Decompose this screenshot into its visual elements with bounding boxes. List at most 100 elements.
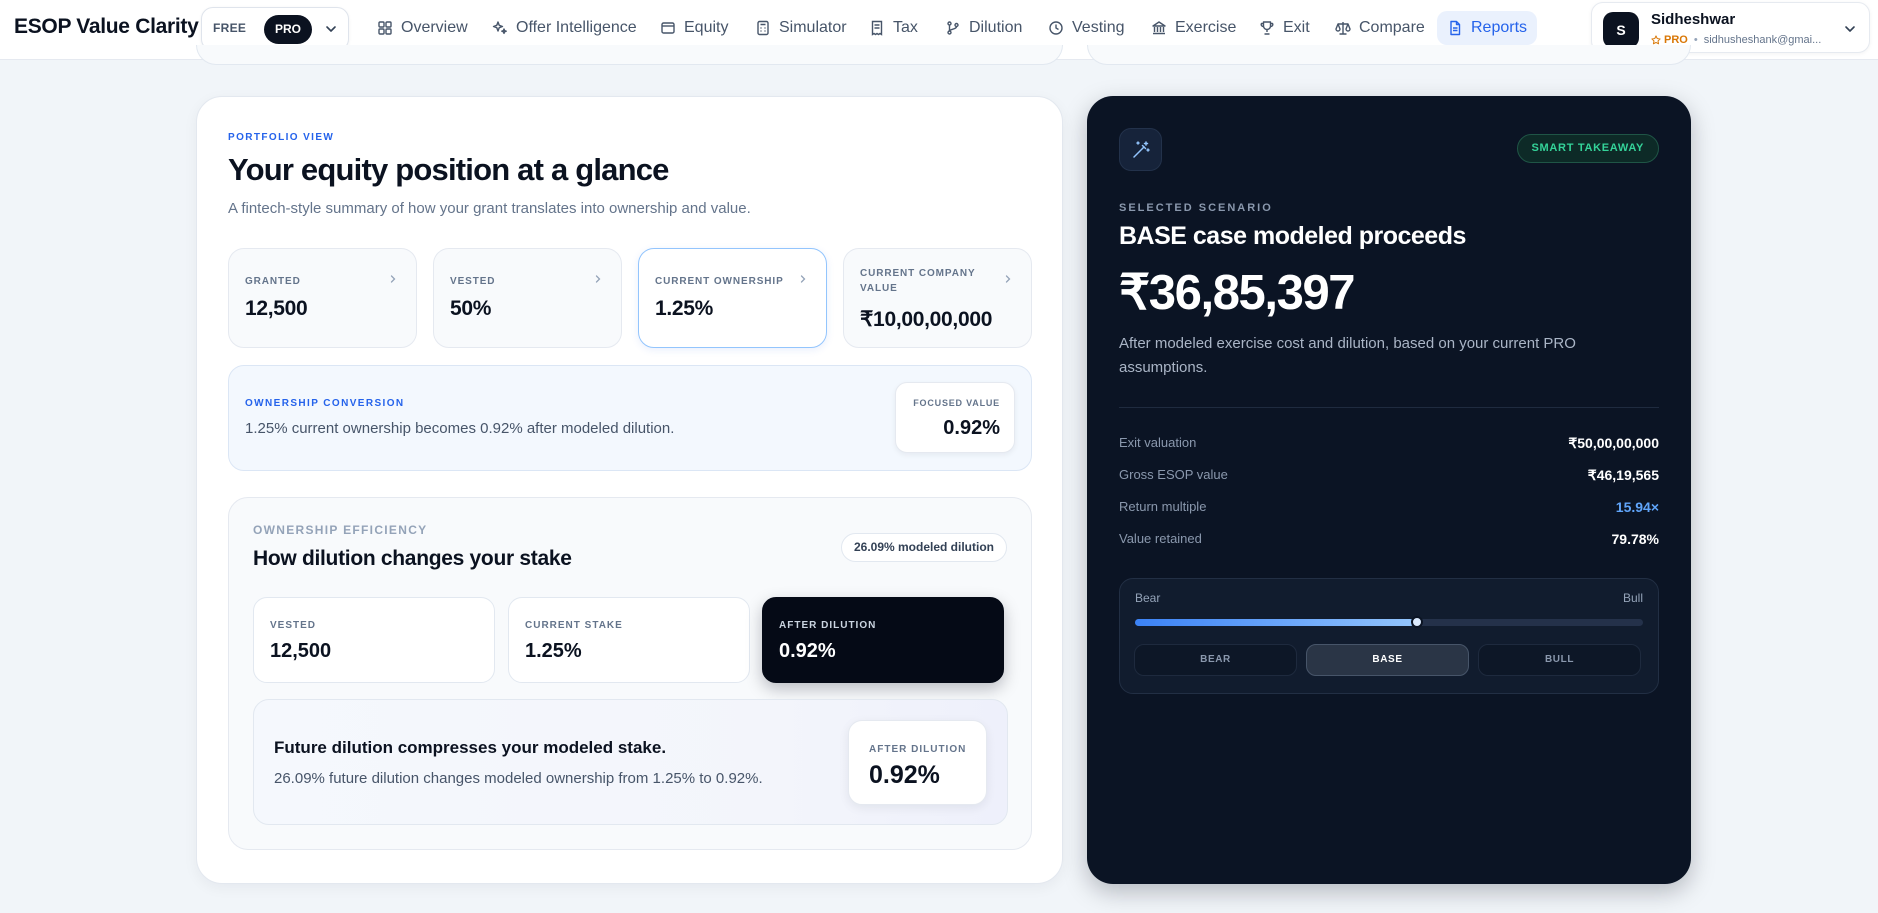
nav-tax[interactable]: Tax — [859, 11, 928, 45]
nav-offer-intelligence[interactable]: Offer Intelligence — [482, 11, 647, 45]
nav-label: Exercise — [1175, 19, 1237, 36]
metric-value-retained: Value retained 79.78% — [1119, 531, 1659, 549]
previous-section-edge — [1087, 45, 1691, 65]
stat-label: CURRENT COMPANY VALUE — [860, 268, 976, 294]
scenario-bull-button[interactable]: BULL — [1478, 644, 1641, 676]
mini-value: 0.92% — [779, 640, 836, 662]
vested-card: VESTED 12,500 — [253, 597, 495, 683]
mini-value: 1.25% — [525, 640, 582, 662]
stat-card-current-ownership[interactable]: CURRENT OWNERSHIP 1.25% — [638, 248, 827, 348]
trophy-icon — [1260, 21, 1274, 35]
dilution-badge: 26.09% modeled dilution — [840, 533, 1007, 562]
previous-section-edge — [196, 45, 1063, 65]
focused-value: 0.92% — [943, 417, 1000, 439]
nav-vesting[interactable]: Vesting — [1038, 11, 1134, 45]
nav-label: Reports — [1471, 19, 1528, 36]
nav-label: Exit — [1283, 19, 1310, 36]
nav-simulator[interactable]: Simulator — [745, 11, 857, 45]
current-stake-card: CURRENT STAKE 1.25% — [508, 597, 750, 683]
scenario-selector: Bear Bull BEAR BASE BULL — [1119, 578, 1659, 694]
nav-label: Vesting — [1072, 19, 1125, 36]
focused-value-label: FOCUSED VALUE — [913, 398, 1000, 408]
chevron-right-icon — [800, 275, 806, 283]
stat-card-vested[interactable]: VESTED 50% — [433, 248, 622, 348]
modeled-proceeds-amount: ₹36,85,397 — [1119, 266, 1356, 320]
calculator-icon — [757, 20, 769, 36]
after-dilution-card: AFTER DILUTION 0.92% — [762, 597, 1004, 683]
nav-exit[interactable]: Exit — [1249, 11, 1320, 45]
metric-value: ₹50,00,00,000 — [1568, 435, 1659, 451]
conversion-eyebrow: OWNERSHIP CONVERSION — [245, 398, 405, 409]
plan-pro-option[interactable]: PRO — [264, 15, 312, 44]
file-text-icon — [1450, 20, 1461, 36]
scenario-base-button[interactable]: BASE — [1306, 644, 1469, 676]
scenario-slider-handle[interactable] — [1411, 616, 1424, 628]
nav-label: Dilution — [969, 19, 1023, 36]
scenario-description: After modeled exercise cost and dilution… — [1119, 335, 1576, 376]
divider — [1119, 407, 1659, 408]
efficiency-title: How dilution changes your stake — [253, 547, 572, 570]
mini-label: VESTED — [270, 620, 317, 631]
nav-label: Overview — [401, 19, 468, 36]
app-title[interactable]: ESOP Value Clarity — [14, 15, 199, 38]
chevron-down-icon[interactable] — [1842, 21, 1858, 37]
nav-label: Equity — [684, 19, 729, 36]
metric-value: 79.78% — [1611, 531, 1659, 547]
chevron-down-icon[interactable] — [323, 21, 339, 37]
metric-label: Gross ESOP value — [1119, 467, 1228, 482]
slider-min-label: Bear — [1135, 591, 1161, 605]
stat-value: ₹10,00,00,000 — [860, 308, 993, 331]
user-email: sidhusheshank@gmai... — [1703, 34, 1822, 46]
metric-label: Exit valuation — [1119, 435, 1197, 450]
stat-card-company-value[interactable]: CURRENT COMPANY VALUE ₹10,00,00,000 — [843, 248, 1032, 348]
user-menu[interactable]: S Sidheshwar PRO • sidhusheshank@gmai... — [1591, 2, 1870, 53]
scenario-title: BASE case modeled proceeds — [1119, 222, 1466, 250]
takeaway-card: SMART TAKEAWAY SELECTED SCENARIO BASE ca… — [1087, 96, 1691, 884]
stat-label: GRANTED — [245, 276, 301, 287]
git-branch-icon — [947, 21, 959, 35]
user-plan-badge: PRO — [1664, 34, 1688, 46]
after-dilution-label: AFTER DILUTION — [869, 744, 967, 755]
wand-button[interactable] — [1119, 128, 1162, 171]
portfolio-subtitle: A fintech-style summary of how your gran… — [228, 200, 751, 217]
scenario-slider-track[interactable] — [1135, 616, 1643, 628]
stat-value: 12,500 — [245, 297, 308, 320]
user-name: Sidheshwar — [1651, 11, 1736, 28]
portfolio-card: PORTFOLIO VIEW Your equity position at a… — [196, 96, 1063, 884]
efficiency-eyebrow: OWNERSHIP EFFICIENCY — [253, 523, 428, 537]
stat-card-granted[interactable]: GRANTED 12,500 — [228, 248, 417, 348]
nav-overview[interactable]: Overview — [367, 11, 478, 45]
plan-free-option[interactable]: FREE — [213, 21, 247, 35]
wallet-icon — [661, 22, 675, 34]
ownership-conversion-panel: OWNERSHIP CONVERSION 1.25% current owner… — [228, 365, 1032, 471]
metric-value: 15.94× — [1615, 499, 1659, 515]
scenario-bear-button[interactable]: BEAR — [1134, 644, 1297, 676]
stat-value: 1.25% — [655, 297, 714, 320]
star-icon — [1651, 35, 1661, 45]
grid-icon — [378, 21, 392, 35]
receipt-icon — [871, 20, 883, 36]
sparkles-icon — [492, 21, 507, 35]
user-meta: PRO • sidhusheshank@gmai... — [1651, 34, 1821, 46]
mini-value: 12,500 — [270, 640, 332, 662]
portfolio-title: Your equity position at a glance — [228, 152, 669, 187]
nav-equity[interactable]: Equity — [650, 11, 738, 45]
after-dilution-box: AFTER DILUTION 0.92% — [848, 720, 987, 805]
future-dilution-title: Future dilution compresses your modeled … — [274, 738, 667, 757]
metric-label: Return multiple — [1119, 499, 1207, 514]
scale-icon — [1335, 22, 1351, 35]
magic-wand-icon — [1133, 141, 1150, 158]
metric-label: Value retained — [1119, 531, 1202, 546]
focused-value-box: FOCUSED VALUE 0.92% — [895, 382, 1015, 453]
nav-compare[interactable]: Compare — [1325, 11, 1435, 45]
nav-dilution[interactable]: Dilution — [935, 11, 1032, 45]
nav-label: Offer Intelligence — [516, 19, 637, 36]
metric-exit-valuation: Exit valuation ₹50,00,00,000 — [1119, 435, 1659, 453]
nav-reports[interactable]: Reports — [1437, 11, 1538, 49]
metric-value: ₹46,19,565 — [1587, 467, 1659, 483]
nav-exercise[interactable]: Exercise — [1141, 11, 1246, 45]
plan-switcher[interactable]: FREE PRO — [201, 7, 349, 51]
future-dilution-text: 26.09% future dilution changes modeled o… — [274, 770, 763, 787]
separator-dot: • — [1693, 34, 1698, 46]
ownership-efficiency-panel: OWNERSHIP EFFICIENCY How dilution change… — [228, 497, 1032, 850]
